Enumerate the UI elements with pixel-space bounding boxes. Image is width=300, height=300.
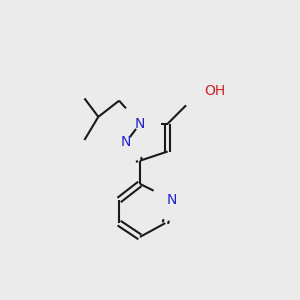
- Circle shape: [134, 118, 146, 130]
- Circle shape: [167, 194, 178, 206]
- Circle shape: [120, 136, 132, 148]
- Text: N: N: [121, 135, 131, 149]
- Text: N: N: [167, 193, 177, 207]
- Text: N: N: [135, 117, 145, 131]
- Text: OH: OH: [205, 84, 226, 98]
- Circle shape: [196, 83, 213, 100]
